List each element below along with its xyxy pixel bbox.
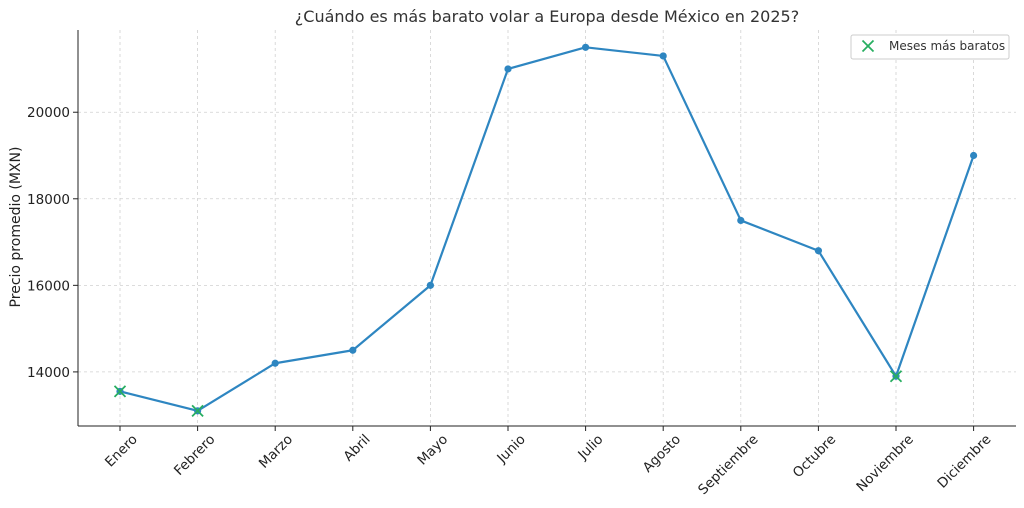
x-tick-label: Noviembre: [853, 432, 916, 495]
legend-x-marker: [861, 39, 875, 53]
x-marker-stroke: [191, 404, 204, 417]
y-axis-label: Precio promedio (MXN): [8, 147, 24, 308]
y-tick-label: 16000: [27, 278, 70, 294]
y-tick-label: 18000: [27, 192, 70, 208]
x-tick-label: Septiembre: [695, 432, 762, 499]
data-point: [970, 151, 978, 160]
x-tick-label: Octubre: [790, 432, 840, 482]
x-marker-stroke: [861, 39, 875, 53]
x-tick-label: Agosto: [640, 432, 684, 476]
x-tick-label: Febrero: [171, 432, 218, 479]
highlight-layer: [113, 370, 903, 417]
x-marker-stroke: [113, 385, 127, 398]
x-tick-label: Junio: [493, 432, 528, 467]
legend: Meses más baratos: [850, 34, 1010, 60]
legend-box: [850, 34, 1010, 60]
legend-label: Meses más baratos: [889, 39, 1005, 53]
data-point: [737, 216, 745, 225]
x-tick-label: Mayo: [414, 432, 451, 469]
data-point: [582, 43, 590, 51]
data-point: [814, 247, 823, 255]
x-tick-label: Diciembre: [934, 432, 994, 492]
grid-layer: [78, 30, 1016, 426]
series-layer: [116, 43, 978, 415]
x-tick-label: Enero: [102, 432, 141, 471]
data-point: [504, 65, 512, 73]
legend-x-marker-icon: [861, 39, 875, 53]
x-tick-label: Julio: [574, 432, 606, 464]
chart-title: ¿Cuándo es más barato volar a Europa des…: [295, 7, 799, 26]
cheapest-month-marker: [889, 370, 903, 383]
data-point: [659, 52, 667, 60]
data-point: [349, 346, 357, 354]
axes-layer: [77, 30, 1016, 427]
series-line: [119, 46, 975, 412]
data-point: [426, 281, 434, 289]
cheapest-month-marker: [113, 385, 127, 398]
x-tick-label: Abril: [340, 432, 373, 465]
y-tick-label: 14000: [27, 365, 70, 381]
data-point: [271, 359, 279, 367]
x-tick-label: Marzo: [256, 432, 296, 472]
x-marker-stroke: [889, 370, 903, 383]
cheapest-month-marker: [191, 404, 204, 417]
y-tick-label: 20000: [27, 105, 70, 121]
